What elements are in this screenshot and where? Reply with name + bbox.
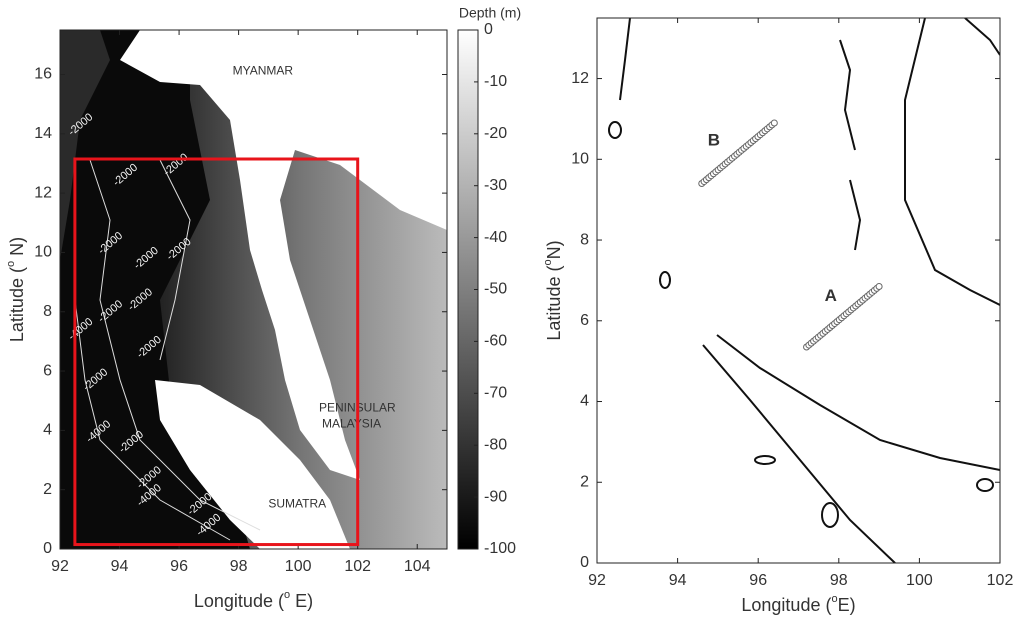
label-part: Longitude ( <box>194 591 284 611</box>
colorbar-tick-label: -40 <box>484 229 507 246</box>
y-tick-label: 2 <box>43 481 52 498</box>
y-tick-label: 16 <box>34 66 52 83</box>
colorbar-tick-label: -20 <box>484 125 507 142</box>
x-tick-label: 100 <box>285 558 312 575</box>
y-tick-label: 8 <box>43 303 52 320</box>
label-part: E) <box>290 591 313 611</box>
x-axis-label: Longitude (o E) <box>194 589 313 611</box>
label-part: Latitude ( <box>544 266 564 341</box>
label-part: o <box>542 259 554 265</box>
label-part: o <box>5 261 17 267</box>
label-part: N) <box>544 240 564 259</box>
y-tick-label: 2 <box>580 473 589 490</box>
study-area-box <box>73 157 360 547</box>
x-tick-label: 104 <box>404 558 431 575</box>
axes-frame <box>59 29 448 550</box>
y-tick-label: 6 <box>43 362 52 379</box>
x-tick-label: 96 <box>170 558 188 575</box>
x-tick-label: 94 <box>111 558 129 575</box>
axes-frame <box>596 17 1001 564</box>
transect-point <box>875 282 883 290</box>
colorbar-tick-label: -30 <box>484 177 507 194</box>
label-part: Longitude ( <box>741 595 831 615</box>
transect-label: B <box>708 131 720 150</box>
colorbar-tick-label: -10 <box>484 73 507 90</box>
colorbar-tick-label: -70 <box>484 385 507 402</box>
label-part: N) <box>7 237 27 261</box>
x-tick-label: 102 <box>987 572 1014 589</box>
transect <box>803 282 883 351</box>
x-axis-label: Longitude (oE) <box>741 593 855 615</box>
x-tick-label: 94 <box>669 572 687 589</box>
colorbar-tick-label: 0 <box>484 21 493 38</box>
colorbar-tick-label: -100 <box>484 540 516 557</box>
place-label: SUMATRA <box>268 497 326 511</box>
label-part: Latitude ( <box>7 267 27 342</box>
y-tick-label: 4 <box>43 422 52 439</box>
x-tick-label: 92 <box>51 558 69 575</box>
x-tick-label: 98 <box>230 558 248 575</box>
colorbar-tick-label: -80 <box>484 436 507 453</box>
colorbar-title: Depth (m) <box>459 5 521 21</box>
y-tick-label: 4 <box>580 393 589 410</box>
y-tick-label: 6 <box>580 312 589 329</box>
bathymetry <box>60 30 447 549</box>
y-tick-label: 8 <box>580 231 589 248</box>
coastlines <box>608 18 1000 563</box>
x-tick-label: 92 <box>588 572 606 589</box>
colorbar-tick-label: -90 <box>484 488 507 505</box>
y-tick-label: 10 <box>34 244 52 261</box>
place-label: MYANMAR <box>233 64 294 78</box>
y-axis-label: Latitude (oN) <box>542 240 564 340</box>
place-label: MALAYSIA <box>322 417 381 431</box>
label-part: o <box>284 589 290 601</box>
label-part: o <box>831 593 837 605</box>
y-tick-label: 10 <box>571 151 589 168</box>
y-tick-label: 12 <box>571 70 589 87</box>
x-tick-label: 102 <box>344 558 371 575</box>
colorbar-tick-label: -60 <box>484 333 507 350</box>
y-tick-label: 0 <box>43 540 52 557</box>
colorbar-tick-label: -50 <box>484 281 507 298</box>
y-tick-label: 0 <box>580 554 589 571</box>
x-tick-label: 96 <box>749 572 767 589</box>
transect-point <box>770 119 778 127</box>
transect <box>698 119 778 188</box>
label-part: E) <box>838 595 856 615</box>
y-tick-label: 14 <box>34 125 52 142</box>
x-tick-label: 100 <box>906 572 933 589</box>
y-axis-label: Latitude (o N) <box>5 237 27 342</box>
x-tick-label: 98 <box>830 572 848 589</box>
transect-label: A <box>825 286 837 305</box>
y-tick-label: 12 <box>34 184 52 201</box>
